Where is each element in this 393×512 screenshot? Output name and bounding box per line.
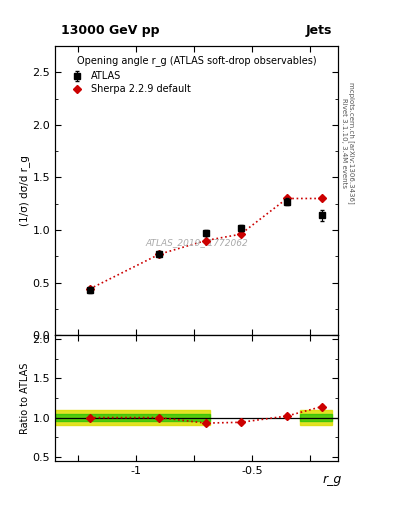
Bar [300, 410, 332, 425]
Sherpa 2.2.9 default [238, 231, 243, 237]
Bar [55, 410, 210, 425]
Text: Jets: Jets [306, 25, 332, 37]
Sherpa 2.2.9 default [285, 196, 289, 202]
Legend: ATLAS, Sherpa 2.2.9 default: ATLAS, Sherpa 2.2.9 default [68, 71, 191, 94]
Text: ATLAS_2019_I1772062: ATLAS_2019_I1772062 [145, 238, 248, 247]
Y-axis label: (1/σ) dσ/d r_g: (1/σ) dσ/d r_g [19, 155, 29, 226]
Sherpa 2.2.9 default [157, 251, 162, 257]
Text: mcplots.cern.ch [arXiv:1306.3436]: mcplots.cern.ch [arXiv:1306.3436] [348, 82, 355, 204]
Sherpa 2.2.9 default [88, 286, 92, 292]
Sherpa 2.2.9 default [320, 196, 324, 202]
Text: Opening angle r_g (ATLAS soft-drop observables): Opening angle r_g (ATLAS soft-drop obser… [77, 55, 316, 66]
Bar [55, 414, 210, 421]
Bar [300, 414, 332, 421]
Sherpa 2.2.9 default [204, 238, 208, 244]
Line: Sherpa 2.2.9 default: Sherpa 2.2.9 default [87, 196, 325, 292]
Y-axis label: Ratio to ATLAS: Ratio to ATLAS [20, 362, 29, 434]
X-axis label: r_g: r_g [323, 474, 342, 486]
Text: Rivet 3.1.10, 3.4M events: Rivet 3.1.10, 3.4M events [341, 98, 347, 188]
Text: 13000 GeV pp: 13000 GeV pp [61, 25, 159, 37]
